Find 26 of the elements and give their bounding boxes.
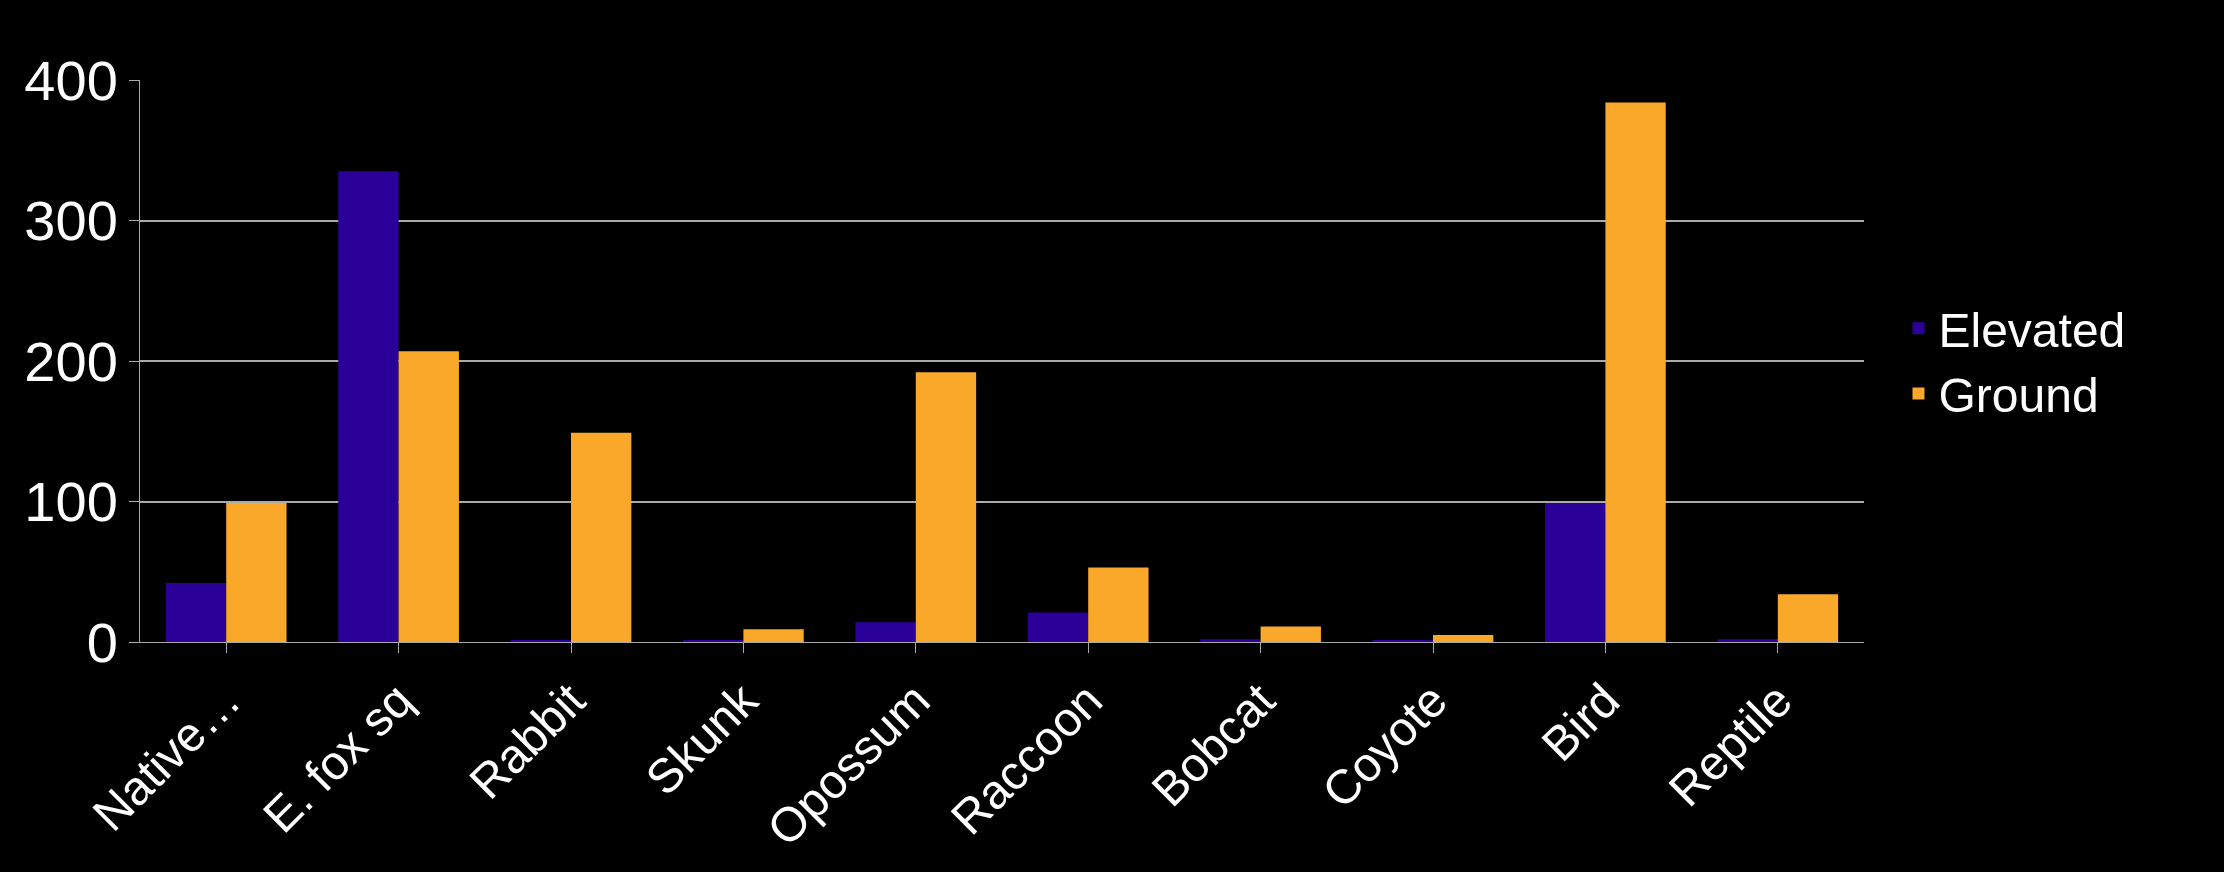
bar (743, 629, 804, 642)
bar (165, 582, 227, 642)
bar (1777, 594, 1839, 642)
bar (1717, 639, 1778, 642)
x-tick-label: E. fox sq (253, 673, 423, 843)
bar (855, 622, 916, 642)
bar (1545, 502, 1606, 642)
bar (1260, 626, 1321, 642)
bar (1200, 639, 1261, 642)
legend-label: Elevated (1938, 303, 2126, 357)
y-tick-label: 300 (24, 189, 118, 253)
y-tick-label: 200 (24, 329, 118, 393)
y-tick-label: 100 (24, 470, 118, 534)
bar (1605, 102, 1666, 642)
bar (338, 171, 399, 642)
bar (1433, 634, 1494, 642)
bar (398, 351, 459, 642)
legend-label: Ground (1938, 369, 2099, 423)
x-tick-label: Bird (1531, 673, 1630, 771)
y-tick-label: 0 (86, 610, 118, 674)
bar (226, 502, 287, 642)
bar (1027, 612, 1089, 642)
bar (571, 432, 632, 642)
bar (915, 372, 977, 642)
bar (1088, 567, 1149, 642)
y-tick-label: 400 (24, 48, 118, 112)
